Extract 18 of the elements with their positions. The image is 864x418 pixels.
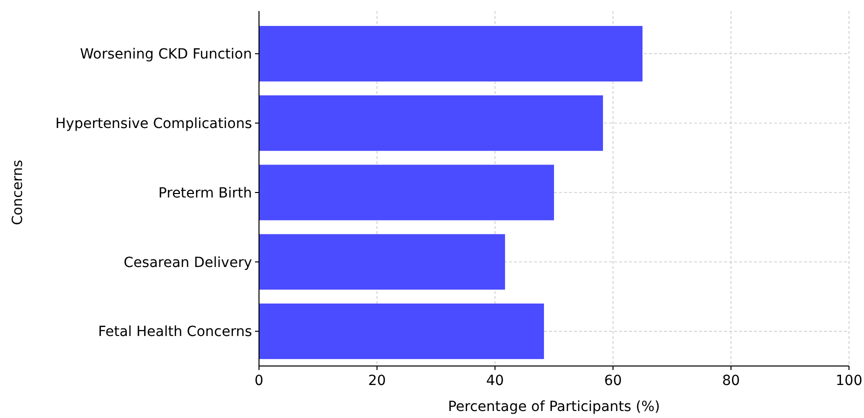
x-tick-label: 0 [254, 373, 264, 389]
bar [259, 304, 544, 360]
bar [259, 26, 642, 82]
bar [259, 234, 506, 290]
y-tick-label: Preterm Birth [158, 185, 252, 202]
x-axis-title: Percentage of Participants (%) [448, 399, 660, 415]
x-tick-label: 20 [368, 373, 386, 389]
y-tick-label: Hypertensive Complications [55, 116, 252, 132]
x-tick-label: 60 [604, 373, 622, 389]
x-tick-label: 40 [486, 373, 504, 389]
y-tick-label: Cesarean Delivery [124, 254, 252, 271]
x-tick-label: 80 [722, 373, 740, 389]
x-tick-label: 100 [836, 373, 862, 389]
bar [259, 95, 603, 151]
bar [259, 164, 554, 220]
y-axis-title: Concerns [10, 160, 26, 226]
y-tick-label: Worsening CKD Function [80, 46, 252, 63]
y-tick-label: Fetal Health Concerns [98, 324, 252, 340]
